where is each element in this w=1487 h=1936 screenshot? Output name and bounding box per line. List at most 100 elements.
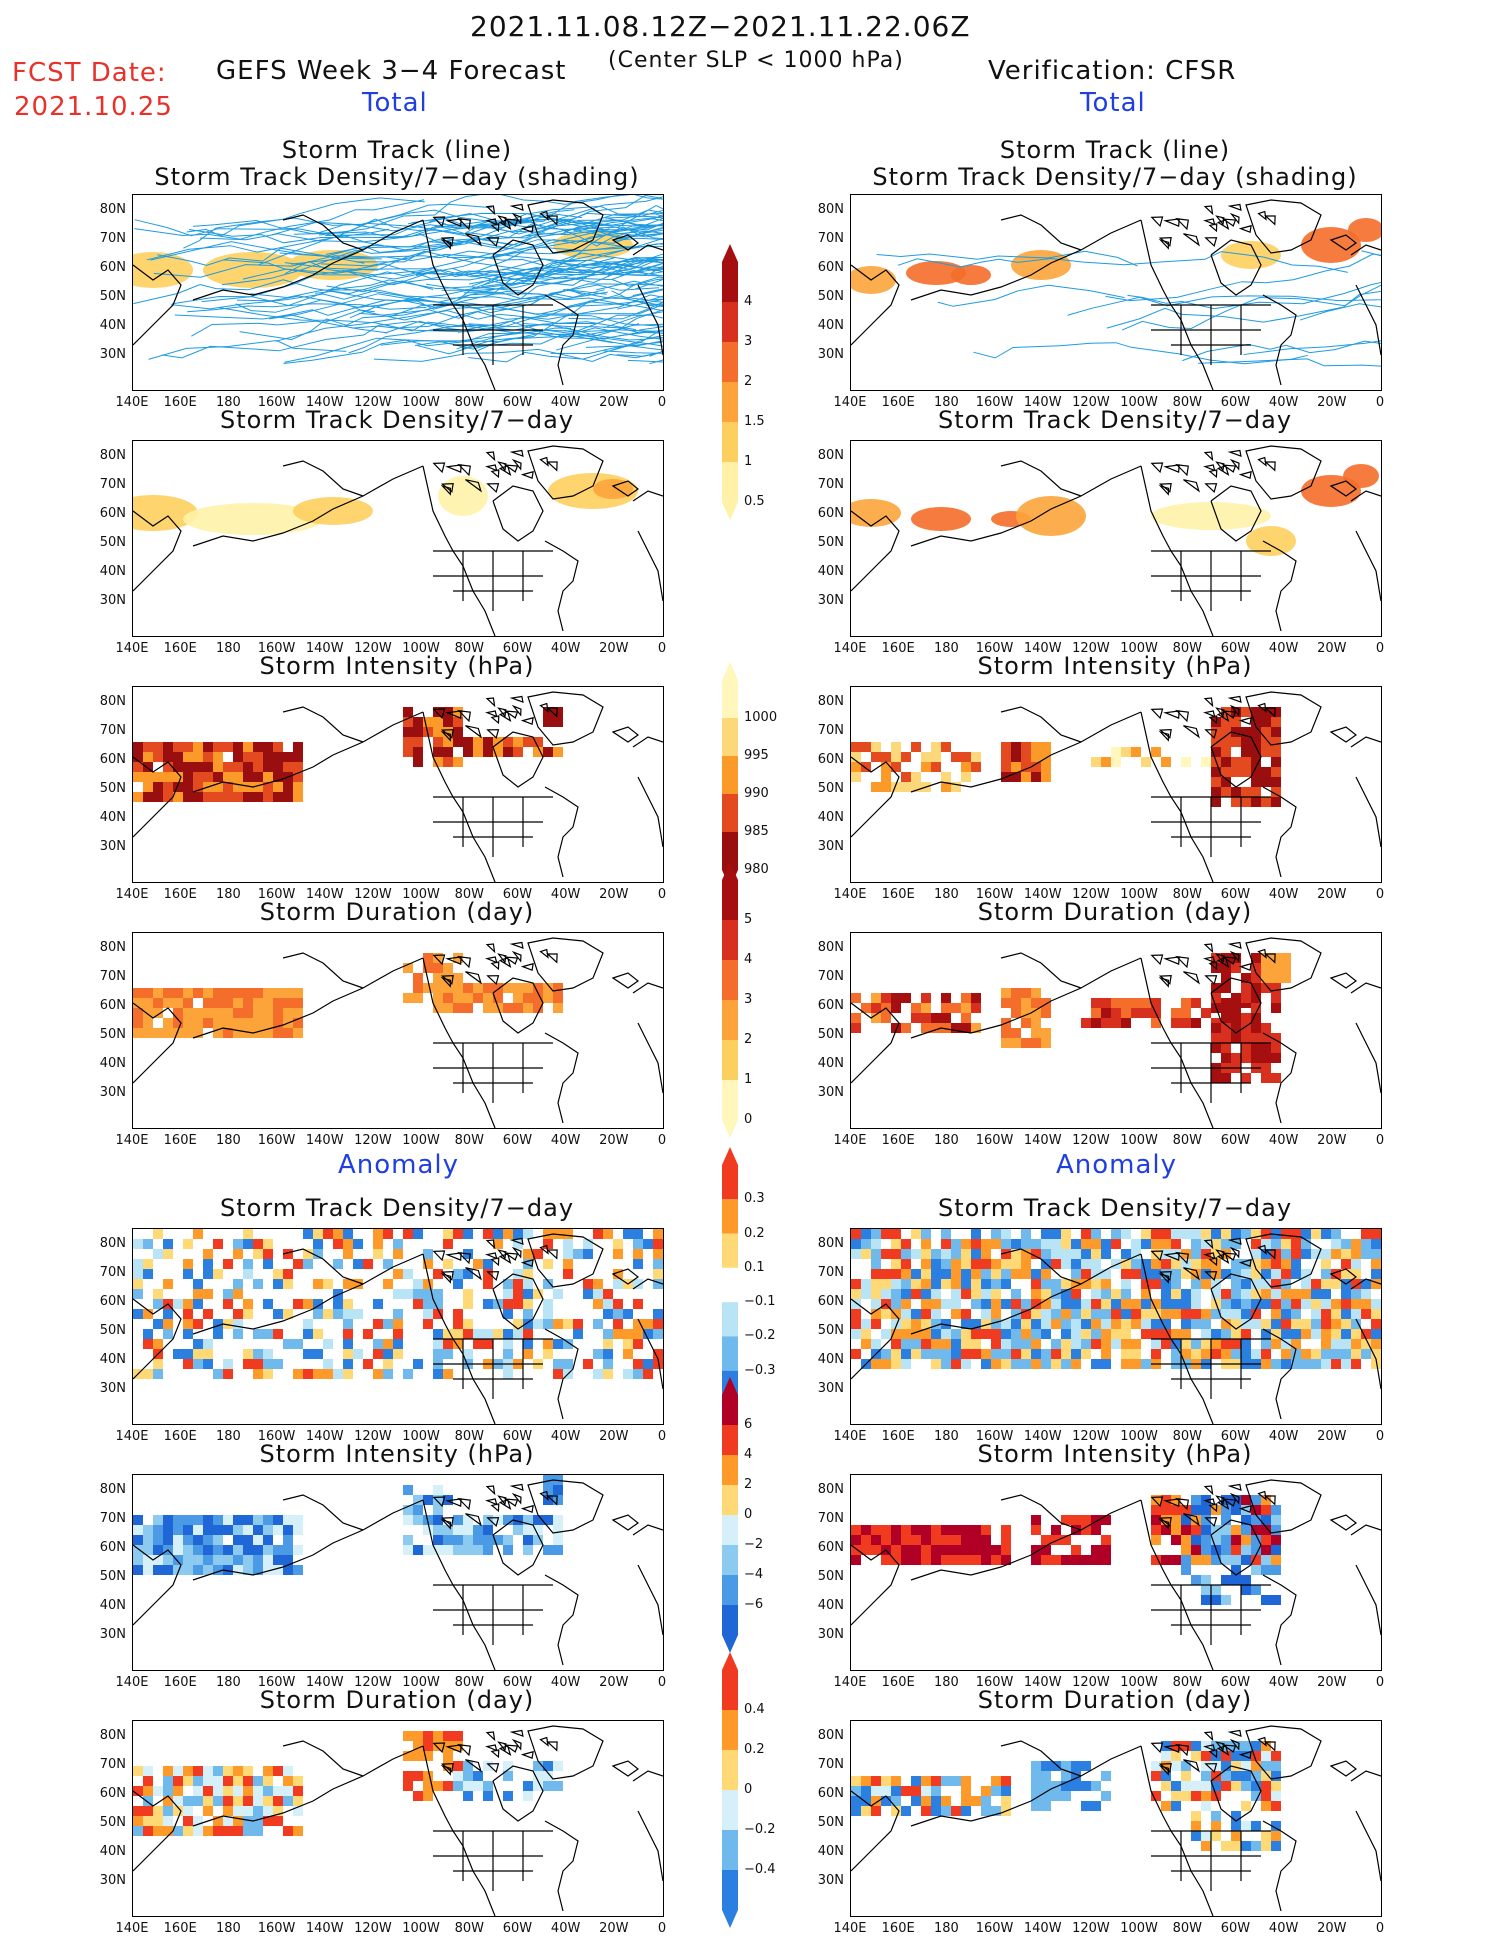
colorbar-label: 4 xyxy=(744,952,753,967)
lon-tick-label: 40W xyxy=(1268,1921,1299,1936)
lon-tick-label: 160E xyxy=(881,1429,915,1444)
lat-tick-label: 70N xyxy=(817,477,844,492)
lat-tick-label: 60N xyxy=(99,752,126,767)
lon-tick-label: 160W xyxy=(257,1429,296,1444)
lon-tick-label: 60W xyxy=(1220,1429,1251,1444)
lon-tick-label: 140E xyxy=(833,395,867,410)
anomaly-cells xyxy=(851,1229,1381,1369)
lon-tick-label: 80W xyxy=(1172,1921,1202,1936)
lat-tick-label: 30N xyxy=(99,1381,126,1396)
colorbar-label: 0.2 xyxy=(744,1225,765,1241)
lat-tick-label: 80N xyxy=(99,1482,126,1497)
lon-tick-label: 120W xyxy=(354,1133,392,1148)
lon-tick-label: 60W xyxy=(1220,395,1251,410)
lon-tick-label: 100W xyxy=(1120,1921,1158,1936)
lat-tick-label: 60N xyxy=(99,1294,126,1309)
panel-title: Storm Duration (day) xyxy=(977,898,1253,926)
lon-tick-label: 60W xyxy=(502,1675,533,1690)
lon-tick-label: 20W xyxy=(599,395,629,410)
lat-tick-label: 80N xyxy=(817,1728,844,1743)
lat-tick-label: 40N xyxy=(817,564,844,579)
lat-tick-label: 50N xyxy=(99,1027,126,1042)
lon-tick-label: 80W xyxy=(1172,1675,1202,1690)
lat-tick-label: 80N xyxy=(817,940,844,955)
lon-tick-label: 100W xyxy=(1120,887,1158,902)
lon-tick-label: 20W xyxy=(1317,395,1347,410)
lat-tick-label: 80N xyxy=(99,1236,126,1251)
lat-tick-label: 70N xyxy=(817,1511,844,1526)
lon-tick-label: 160E xyxy=(881,1675,915,1690)
lon-tick-label: 140E xyxy=(115,887,149,902)
lon-tick-label: 180 xyxy=(215,395,241,410)
lon-tick-label: 60W xyxy=(502,1921,533,1936)
lat-tick-label: 30N xyxy=(99,1873,126,1888)
lon-tick-label: 0 xyxy=(1375,1675,1385,1690)
lon-tick-label: 100W xyxy=(1120,641,1158,656)
colorbar-label: 1.5 xyxy=(744,414,765,429)
map-panel xyxy=(132,932,664,1129)
lon-tick-label: 100W xyxy=(1120,1429,1158,1444)
map-canvas xyxy=(133,445,663,636)
panel-title: Storm Intensity (hPa) xyxy=(259,1440,535,1468)
section-total-left: Total xyxy=(362,88,428,118)
lon-tick-label: 160W xyxy=(975,887,1014,902)
colorbar-label: 3 xyxy=(744,334,753,349)
lon-tick-label: 140E xyxy=(833,641,867,656)
lon-tick-label: 0 xyxy=(657,641,667,656)
lon-tick-label: 160W xyxy=(257,1133,296,1148)
lon-tick-label: 20W xyxy=(599,641,629,656)
lon-tick-label: 160E xyxy=(163,1133,197,1148)
colorbar-label: 980 xyxy=(744,862,769,877)
lon-tick-label: 100W xyxy=(1120,1675,1158,1690)
lat-tick-label: 60N xyxy=(817,506,844,521)
lon-tick-label: 140W xyxy=(305,641,344,656)
coastline-map xyxy=(133,445,663,636)
lon-tick-label: 140E xyxy=(115,1921,149,1936)
lon-tick-label: 20W xyxy=(1317,1133,1347,1148)
lon-tick-label: 40W xyxy=(550,1675,581,1690)
lat-tick-label: 40N xyxy=(817,318,844,333)
lat-tick-label: 50N xyxy=(817,781,844,796)
storm-tracks xyxy=(876,250,1381,367)
lon-tick-label: 180 xyxy=(933,1921,959,1936)
map-canvas xyxy=(851,445,1381,636)
colorbar-intensity-total xyxy=(722,662,738,888)
lon-tick-label: 80W xyxy=(1172,395,1202,410)
lat-tick-label: 30N xyxy=(99,1085,126,1100)
lon-tick-label: 160E xyxy=(163,1921,197,1936)
map-canvas xyxy=(851,1725,1381,1916)
colorbar-label: 4 xyxy=(744,294,753,309)
lon-tick-label: 140W xyxy=(1023,1675,1062,1690)
lon-tick-label: 140E xyxy=(115,1675,149,1690)
map-panel xyxy=(850,932,1382,1129)
colorbar-label: 2 xyxy=(744,1477,753,1492)
lon-tick-label: 140E xyxy=(833,1429,867,1444)
map-canvas xyxy=(851,1479,1381,1670)
map-panel xyxy=(850,1228,1382,1425)
lat-tick-label: 50N xyxy=(99,535,126,550)
lon-tick-label: 60W xyxy=(1220,887,1251,902)
lat-tick-label: 40N xyxy=(817,1844,844,1859)
lon-tick-label: 140W xyxy=(305,887,344,902)
lon-tick-label: 40W xyxy=(1268,1429,1299,1444)
colorbar-intensity-anom xyxy=(722,1377,738,1653)
lon-tick-label: 80W xyxy=(454,395,484,410)
lat-tick-label: 40N xyxy=(99,1598,126,1613)
lat-tick-label: 30N xyxy=(99,1627,126,1642)
panel-title: Storm Track Density/7−day xyxy=(937,406,1293,434)
lon-tick-label: 40W xyxy=(550,887,581,902)
lon-tick-label: 60W xyxy=(502,1133,533,1148)
colorbar-label: 3 xyxy=(744,992,753,1007)
map-canvas xyxy=(133,937,663,1128)
lon-tick-label: 140W xyxy=(1023,641,1062,656)
map-canvas xyxy=(851,691,1381,882)
lon-tick-label: 20W xyxy=(599,1133,629,1148)
lon-tick-label: 80W xyxy=(454,1133,484,1148)
lat-tick-label: 30N xyxy=(99,839,126,854)
lon-tick-label: 160E xyxy=(881,395,915,410)
panel-title: Storm Track Density/7−day xyxy=(937,1194,1293,1222)
lat-tick-label: 60N xyxy=(99,260,126,275)
lon-tick-label: 120W xyxy=(1072,1675,1110,1690)
panel-title: Storm Track Density/7−day (shading) xyxy=(872,163,1358,191)
colorbar-label: 0 xyxy=(744,1782,753,1797)
